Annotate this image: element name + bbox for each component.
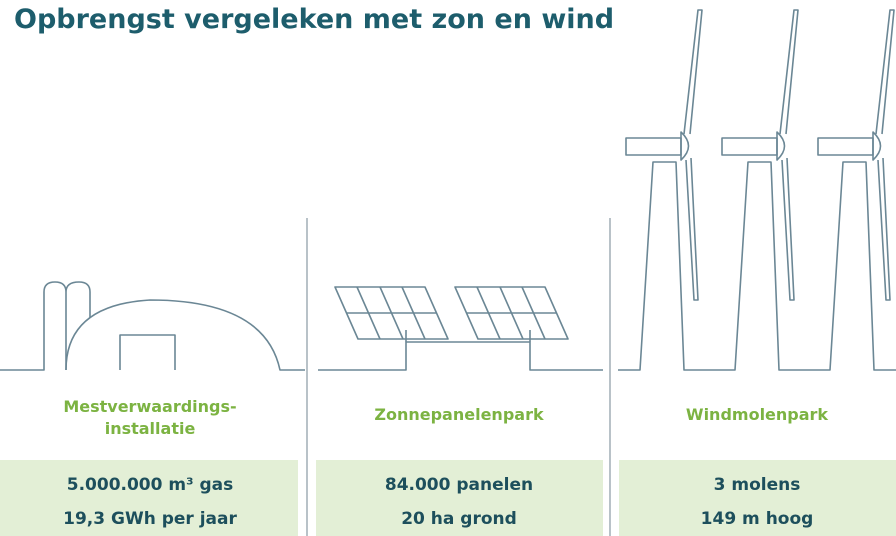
title: Opbrengst vergeleken met zon en wind [14, 4, 614, 35]
stat: 149 m hoog [701, 509, 814, 529]
column-label: Windmolenpark [686, 405, 829, 424]
infographic: Opbrengst vergeleken met zon en wind Mes… [0, 0, 896, 536]
column-label: Mestverwaardings- [63, 397, 236, 416]
column-label: Zonnepanelenpark [374, 405, 544, 424]
column-label: installatie [105, 419, 196, 438]
solar-panels [318, 287, 603, 370]
stat: 20 ha grond [401, 509, 517, 529]
page: Opbrengst vergeleken met zon en wind Mes… [0, 0, 896, 536]
stat: 5.000.000 m³ gas [67, 475, 233, 495]
wind-turbines [618, 10, 896, 370]
stat: 84.000 panelen [385, 475, 533, 495]
barn [0, 282, 305, 370]
stat: 3 molens [714, 475, 801, 495]
stat: 19,3 GWh per jaar [63, 509, 237, 529]
